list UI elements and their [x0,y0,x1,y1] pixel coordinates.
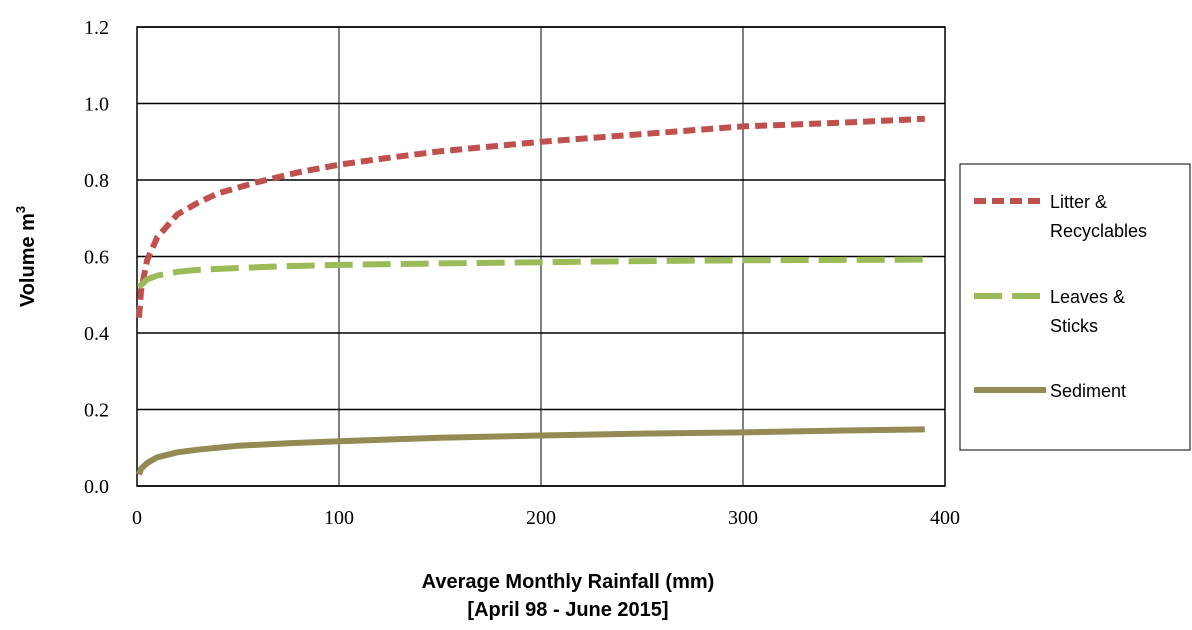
y-tick-label: 0.0 [84,476,109,498]
y-axis-label: Volume m3 [13,206,39,307]
x-tick-label: 300 [728,507,758,529]
series-lines [136,115,925,476]
series-line-2 [136,426,925,476]
y-tick-label: 1.0 [84,94,109,116]
y-axis-label-text: Volume m [17,213,39,307]
y-tick-label: 0.2 [84,400,109,422]
x-axis-label-line1: Average Monthly Rainfall (mm) [422,571,715,593]
legend-label-0: Recyclables [1050,221,1147,241]
legend-box [959,163,1191,451]
legend-label-0: Litter & [1050,192,1107,212]
y-tick-label: 0.6 [84,247,109,269]
x-tick-labels: 0 100 200 300 400 [132,507,960,529]
legend-label-1: Leaves & [1050,287,1125,307]
y-tick-label: 0.8 [84,170,109,192]
x-tick-label: 400 [930,507,960,529]
plot-area [136,26,946,487]
x-tick-label: 200 [526,507,556,529]
y-axis-label-superscript: 3 [13,206,28,213]
x-tick-label: 100 [324,507,354,529]
series-line-0 [136,115,925,318]
x-axis-label-line2: [April 98 - June 2015] [467,599,668,621]
legend-label-1: Sticks [1050,316,1098,336]
legend-label-2: Sediment [1050,381,1126,401]
y-tick-label: 0.4 [84,323,109,345]
legend: Litter & Recyclables Leaves & Sticks Sedimen… [959,163,1191,451]
y-tick-label: 1.2 [84,17,109,39]
y-tick-labels: 0.0 0.2 0.4 0.6 0.8 1.0 1.2 [84,17,109,498]
grid-lines [136,26,946,487]
x-tick-label: 0 [132,507,142,529]
series-line-1 [136,256,925,290]
